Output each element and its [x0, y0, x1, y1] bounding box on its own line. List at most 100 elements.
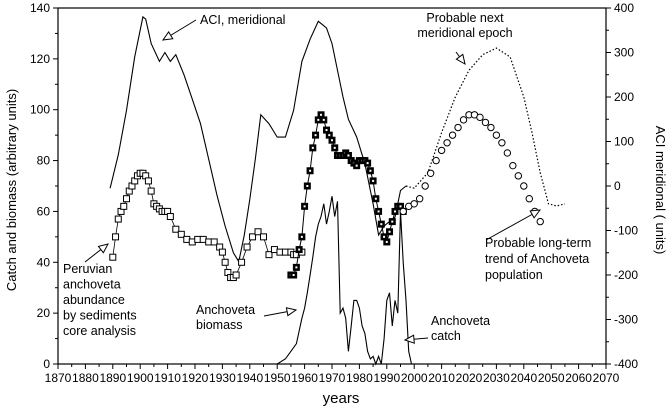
- series-anchoveta-biomass: [287, 111, 407, 279]
- annotation-line: Anchoveta: [196, 303, 255, 317]
- x-axis-title: years: [323, 390, 360, 407]
- annotation-line: biomass: [196, 318, 243, 332]
- annotation-line: core analysis: [63, 324, 136, 338]
- annotation-line: Probable next: [426, 11, 504, 25]
- data-point-center: [355, 164, 358, 167]
- data-point-center: [374, 197, 377, 200]
- annotation-arrow-head: [403, 334, 415, 344]
- y-axis-right-title: ACI meridional ( units): [653, 126, 668, 255]
- data-point-center: [394, 210, 397, 213]
- series-layer: [109, 15, 566, 366]
- data-point: [109, 253, 117, 261]
- data-point: [443, 139, 451, 147]
- y-right-tick-label: 300: [614, 46, 634, 60]
- data-point-center: [380, 223, 383, 226]
- data-point-center: [333, 146, 336, 149]
- x-tick-label: 1990: [373, 371, 400, 385]
- data-point: [476, 113, 484, 122]
- data-point-center: [311, 146, 314, 149]
- data-point: [147, 187, 155, 195]
- x-tick-label: 2020: [456, 371, 483, 385]
- series-line: [405, 47, 566, 207]
- annotation-arrow-head: [285, 307, 298, 317]
- data-point: [520, 182, 528, 190]
- data-point-center: [298, 248, 301, 251]
- data-point-center: [399, 205, 402, 208]
- data-point: [503, 149, 512, 157]
- data-point: [454, 123, 462, 132]
- data-point-center: [322, 118, 325, 121]
- annotation-line: Probable long-term: [485, 236, 591, 250]
- data-point-center: [325, 129, 328, 132]
- data-point-center: [328, 134, 331, 137]
- x-tick-label: 1940: [236, 371, 263, 385]
- data-point: [481, 118, 490, 127]
- data-point: [123, 195, 130, 203]
- data-point-center: [347, 154, 350, 157]
- y-left-tick-label: 100: [30, 103, 50, 117]
- annotation-line: trend of Anchoveta: [485, 252, 589, 266]
- y-left-tick-label: 120: [30, 52, 50, 66]
- data-point-center: [383, 235, 386, 238]
- x-tick-label: 2050: [538, 371, 565, 385]
- data-point: [487, 123, 495, 132]
- y-right-tick-label: -100: [614, 224, 638, 238]
- series-probable-next-meridional-epoch: [405, 47, 566, 207]
- series-line: [263, 196, 413, 366]
- annotation-peruvian-anchoveta: Peruvian anchoveta abundance by sediments co…: [63, 243, 137, 338]
- annotation-anchoveta-catch: Anchoveta catch: [403, 314, 490, 344]
- data-point-center: [366, 162, 369, 165]
- annotation-line: by sediments: [63, 309, 137, 323]
- y-left-tick-label: 0: [43, 357, 50, 371]
- annotation-aci-meridional: ACI, meridional: [161, 13, 285, 41]
- series-probable-long-term-trend-of-anchoveta-population: [399, 111, 544, 226]
- data-point: [426, 169, 435, 177]
- annotation-line: population: [485, 268, 543, 282]
- data-point: [265, 251, 273, 259]
- annotation-line: ACI, meridional: [200, 13, 285, 27]
- data-point: [232, 271, 240, 279]
- annotation-probable-long-term-trend: Probable long-term trend of Anchoveta popu…: [485, 209, 591, 282]
- x-tick-label: 2000: [401, 371, 428, 385]
- data-point: [492, 131, 501, 139]
- y-right-tick-label: -400: [614, 357, 638, 371]
- data-point: [459, 116, 468, 124]
- x-tick-label: 1870: [45, 371, 72, 385]
- data-point-center: [320, 113, 323, 116]
- x-tick-label: 1920: [182, 371, 209, 385]
- annotation-line: abundance: [63, 293, 125, 307]
- data-point: [415, 195, 424, 203]
- x-tick-label: 1910: [154, 371, 181, 385]
- data-point: [238, 258, 246, 266]
- x-tick-label: 2060: [565, 371, 592, 385]
- data-point-center: [317, 118, 320, 121]
- data-point: [410, 200, 418, 208]
- annotation-arrow-head: [161, 30, 174, 41]
- data-point-center: [314, 134, 317, 137]
- series-peruvian-anchoveta-abundance-by-sediments-core-analysis: [109, 169, 306, 282]
- annotation-line: Anchoveta: [431, 314, 490, 328]
- x-tick-label: 1970: [319, 371, 346, 385]
- data-point-center: [372, 179, 375, 182]
- data-point-center: [306, 185, 309, 187]
- data-point-center: [369, 169, 372, 172]
- data-point: [172, 225, 180, 233]
- data-point-center: [385, 240, 388, 243]
- annotation-text: Anchoveta catch: [431, 314, 490, 343]
- x-tick-label: 2070: [593, 371, 620, 385]
- annotation-line: catch: [431, 329, 461, 343]
- annotation-text: Probable next meridional epoch: [417, 11, 512, 40]
- series-line: [112, 172, 303, 278]
- data-point-center: [292, 274, 295, 276]
- y-right-tick-label: -200: [614, 268, 638, 282]
- annotation-text: Anchoveta biomass: [196, 303, 255, 332]
- x-tick-label: 1880: [72, 371, 99, 385]
- annotations: ACI, meridional Probable next meridional e…: [63, 11, 591, 344]
- data-point: [536, 217, 544, 226]
- x-tick-label: 2010: [428, 371, 455, 385]
- x-tick-label: 1930: [209, 371, 236, 385]
- data-point: [514, 172, 523, 180]
- y-right-tick-label: 400: [614, 1, 634, 15]
- data-point: [114, 215, 122, 223]
- data-point: [243, 243, 251, 251]
